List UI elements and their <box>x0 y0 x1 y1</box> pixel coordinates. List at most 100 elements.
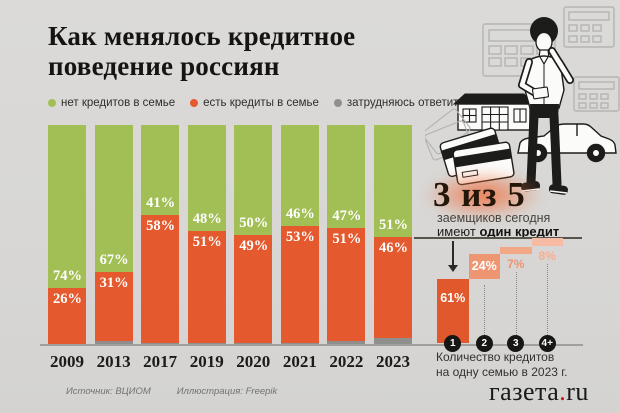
x-axis-label: 2020 <box>236 352 271 371</box>
segment-undecided <box>373 338 412 345</box>
footer-credits: Источник: ВЦИОМ Иллюстрация: Freepik <box>66 386 277 397</box>
segment-has-credits <box>187 230 226 343</box>
x-axis-label: 2009 <box>50 352 84 371</box>
stat-subtitle-2-prefix: имеют <box>437 224 480 239</box>
down-arrow-head-icon <box>448 265 458 272</box>
waterfall-drop-line <box>484 285 486 341</box>
count-circle-1: 1 <box>444 334 462 352</box>
segment-undecided <box>94 340 133 345</box>
stat-subtitle-2-bold: один кредит <box>479 224 560 239</box>
calculator-icon <box>573 76 620 112</box>
x-axis-label: 2013 <box>96 352 131 371</box>
stacked-bar-2017: 41% 58% 2017 <box>141 125 180 371</box>
legend-label: затрудняюсь ответить <box>346 97 465 109</box>
page-title: Как менялось кредитное поведение россиян <box>48 21 438 81</box>
value-label-orange: 31% <box>99 275 129 292</box>
segment-no-credits <box>48 125 86 288</box>
calculator-icon <box>563 6 615 48</box>
value-label-orange: 46% <box>378 240 408 257</box>
logo-name: газета <box>489 377 560 406</box>
segment-no-credits <box>234 125 273 235</box>
value-label-green: 50% <box>239 215 269 231</box>
segment-has-credits <box>141 215 180 343</box>
value-label-orange: 26% <box>53 290 82 307</box>
house-icon <box>452 93 536 131</box>
waterfall-bar-2: 24% <box>468 254 500 279</box>
illustration-credit: Иллюстрация: Freepik <box>176 386 278 397</box>
segment-no-credits <box>141 125 180 216</box>
stacked-bar-2019: 48% 51% 2019 <box>187 125 226 371</box>
x-axis-label: 2019 <box>189 352 224 371</box>
x-axis-label: 2017 <box>143 352 178 371</box>
stacked-bar-2013: 67% 31% 2013 <box>94 125 133 371</box>
thinking-man <box>518 17 574 195</box>
waterfall-value-label: 7% <box>507 257 525 271</box>
stat-subtitle-2: имеют один кредит <box>437 224 559 239</box>
page-title-line2: поведение россиян <box>48 50 280 81</box>
segment-has-credits <box>48 287 86 345</box>
legend-item-has-credits: есть кредиты в семье <box>190 97 319 109</box>
waterfall-value-label: 8% <box>538 249 556 263</box>
waterfall-drop-line <box>547 264 549 341</box>
stacked-bar-2022: 47% 51% 2022 <box>327 125 366 371</box>
legend-item-no-credits: нет кредитов в семье <box>48 97 175 109</box>
value-label-green: 51% <box>378 217 408 234</box>
segment-no-credits <box>280 125 319 227</box>
legend-dot-green-icon <box>48 99 56 107</box>
gazeta-logo: газета.ru <box>489 377 589 407</box>
down-arrow-icon <box>452 241 454 266</box>
value-label-green: 48% <box>192 210 222 227</box>
count-circle-4+: 4+ <box>538 334 556 352</box>
stacked-bar-2023: 51% 46% 2023 <box>373 125 412 371</box>
legend-dot-gray-icon <box>333 99 342 107</box>
count-circle-3: 3 <box>507 334 525 352</box>
value-label-green: 41% <box>146 195 176 212</box>
segment-has-credits <box>234 235 273 343</box>
segment-has-credits <box>280 226 319 343</box>
waterfall-bar-3 <box>500 247 532 254</box>
legend-item-undecided: затрудняюсь ответить <box>333 97 465 109</box>
value-label-orange: 51% <box>192 233 222 250</box>
logo-tld: ru <box>566 377 589 406</box>
segment-no-credits <box>94 125 133 273</box>
stacked-bar-2009: 74% 26% 2009 <box>48 125 86 371</box>
value-label-green: 67% <box>99 252 129 269</box>
legend-label: есть кредиты в семье <box>203 97 319 109</box>
value-label-green: 47% <box>332 208 362 225</box>
value-label-green: 74% <box>53 267 82 284</box>
source-credit: Источник: ВЦИОМ <box>66 386 151 397</box>
mini-chart-caption-line2: на одну семью в 2023 г. <box>436 365 568 380</box>
stacked-bar-chart: 74% 26% 2009 67% 31% 2013 41% 58% 2017 48% 51% 2019… <box>48 125 412 371</box>
waterfall-drop-line <box>515 272 517 341</box>
value-label-green: 46% <box>285 206 315 223</box>
segment-undecided <box>187 342 226 345</box>
waterfall-bar-1: 61% <box>437 279 469 343</box>
segment-no-credits <box>187 125 226 231</box>
stat-subtitle-1: заемщиков сегодня <box>437 211 551 225</box>
x-axis-label: 2023 <box>375 352 410 371</box>
value-label-orange: 49% <box>239 238 269 254</box>
stacked-bar-2021: 46% 53% 2021 <box>280 125 319 371</box>
segment-undecided <box>327 340 366 345</box>
segment-undecided <box>234 342 273 345</box>
segment-no-credits <box>373 125 412 238</box>
segment-has-credits <box>327 228 366 341</box>
stacked-bar-2020: 50% 49% 2020 <box>234 125 273 371</box>
stat-headline: 3 из 5 <box>433 175 526 214</box>
waterfall-value-label: 24% <box>471 258 497 273</box>
mini-chart-caption-line1: Количество кредитов <box>436 350 555 364</box>
value-label-orange: 58% <box>146 218 176 235</box>
logo-dot: . <box>559 377 567 406</box>
segment-no-credits <box>327 125 366 229</box>
value-label-orange: 53% <box>285 229 315 246</box>
segment-has-credits <box>373 237 412 339</box>
legend-dot-orange-icon <box>190 99 199 107</box>
waterfall-value-label: 61% <box>440 291 466 305</box>
legend-label: нет кредитов в семье <box>61 97 176 109</box>
chart-baseline <box>40 344 583 346</box>
segment-has-credits <box>94 272 133 341</box>
chart-legend: нет кредитов в семье есть кредиты в семь… <box>48 97 464 109</box>
thinking-man-illustration <box>425 6 620 195</box>
x-axis-label: 2021 <box>282 352 317 371</box>
